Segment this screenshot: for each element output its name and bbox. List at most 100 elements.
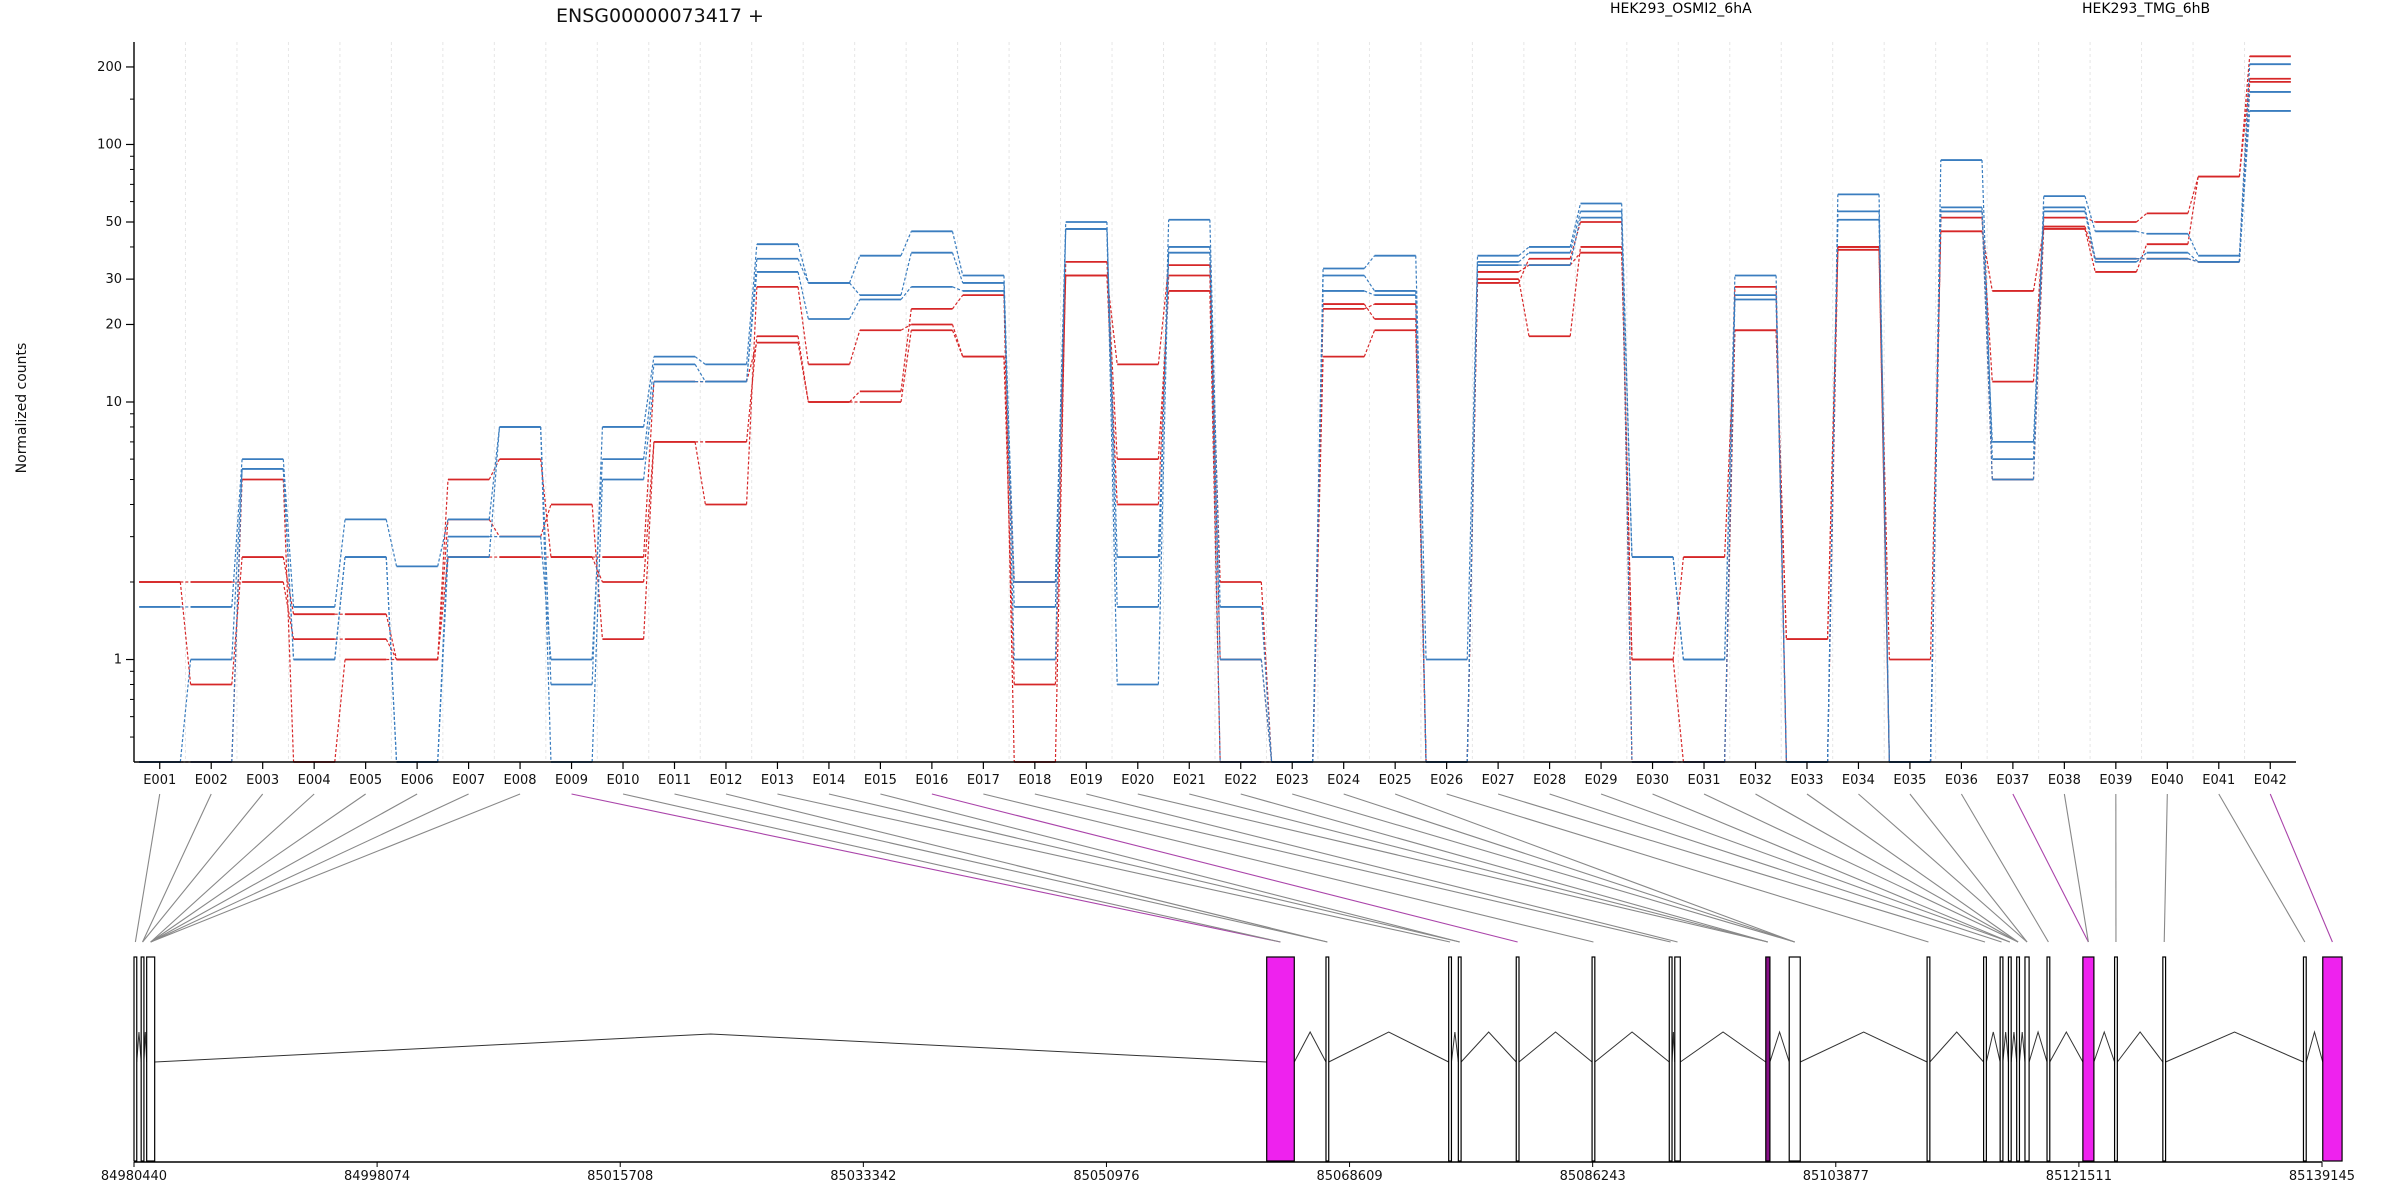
series-connector [848,330,861,365]
exon-label: E002 [195,773,228,788]
series-connector [1724,295,1736,660]
series-connector [1569,211,1582,253]
exon-box [1983,956,1987,1162]
series-connector [1209,246,1221,660]
exon-label: E025 [1379,773,1412,788]
intron [2165,1031,2304,1063]
exon-box [2007,956,2012,1162]
series-connector [1724,299,1736,763]
intron [2018,1031,2026,1063]
series-connector [385,557,398,763]
exon-box [140,956,145,1162]
series-connector [1003,290,1015,583]
exon-connector [1960,793,2049,943]
series-connector [951,252,964,284]
exon-connector [571,793,1281,943]
series-connector [1157,219,1170,607]
series-connector [643,356,655,428]
intron [1769,1030,1790,1063]
series-connector [643,381,655,558]
exon-connector [1189,793,1768,943]
series-connector [1929,211,1942,763]
exon-box [2046,956,2051,1162]
series-connector [385,614,398,660]
series-connector [334,659,346,763]
y-tick-label: 100 [97,137,122,152]
series-connector [591,556,603,583]
exon-label: E003 [246,773,279,788]
series-connector [797,271,809,320]
series-connector [1260,659,1273,763]
exon-box [1448,956,1453,1162]
intron [1460,1031,1517,1063]
series-connector [694,356,706,365]
series-connector [591,459,604,660]
exon-label: E019 [1070,773,1103,788]
series-connector [2238,64,2251,256]
series-connector [1518,246,1530,257]
series-connector [2187,233,2199,256]
y-tick-label: 200 [97,60,122,75]
exon-label: E020 [1121,773,1154,788]
series-connector [1260,606,1273,763]
series-connector [1363,275,1376,292]
exon-label: E026 [1430,773,1463,788]
series-connector [1775,295,1787,763]
genomic-position-label: 85068609 [1316,1169,1382,1184]
series-connector [1157,265,1170,365]
series-connector [1466,255,1479,660]
series-connector [951,231,964,276]
intron [2305,1030,2324,1063]
series-connector [797,342,809,403]
series-connector [1826,246,1839,640]
exon-box [146,956,156,1162]
intron [2093,1030,2116,1063]
legend-entry-tmg: HEK293_TMG_6hB [2082,1,2210,17]
series-connector [2084,211,2096,263]
exon-label: E035 [1893,773,1926,788]
series-connector [2187,176,2199,245]
series-connector [900,286,912,300]
series-connector [849,390,861,403]
exon-box [1457,956,1462,1162]
intron [1293,1030,1327,1063]
series-connector [1621,211,1633,763]
exon-label: E017 [967,773,1000,788]
series-connector [694,441,706,505]
series-connector [2084,195,2096,232]
genomic-position-label: 85121511 [2046,1169,2112,1184]
series-connector [1569,217,1582,266]
exon-connector [150,793,469,943]
genomic-position-label: 85050976 [1073,1169,1139,1184]
exon-label: E006 [401,773,434,788]
exon-box [2162,956,2167,1162]
genomic-position-label: 85015708 [587,1169,653,1184]
exon-label: E034 [1842,773,1875,788]
series-connector [1157,246,1170,685]
chart-title: ENSG00000073417 + [556,5,764,27]
exon-connector [142,793,212,943]
exon-box [1999,956,2004,1162]
exon-connector [1497,793,1986,943]
exon-label: E028 [1533,773,1566,788]
series-connector [797,336,809,403]
y-tick-label: 30 [105,272,122,287]
series-connector [1518,252,1530,263]
series-connector [540,426,552,763]
intron [154,1033,1267,1063]
exon-connector [1292,793,1795,943]
series-connector [848,299,861,320]
exon-box [2302,956,2307,1162]
series-connector [1621,217,1633,558]
exon-box [1668,956,1673,1162]
series-connector [334,519,346,608]
series-connector [488,426,501,558]
exon-label: E040 [2151,773,2184,788]
series-connector [334,556,346,660]
intron [2116,1031,2164,1063]
series-connector [540,504,552,537]
series-connector [1054,228,1067,583]
series-connector [1981,231,1993,292]
exon-label: E004 [298,773,331,788]
